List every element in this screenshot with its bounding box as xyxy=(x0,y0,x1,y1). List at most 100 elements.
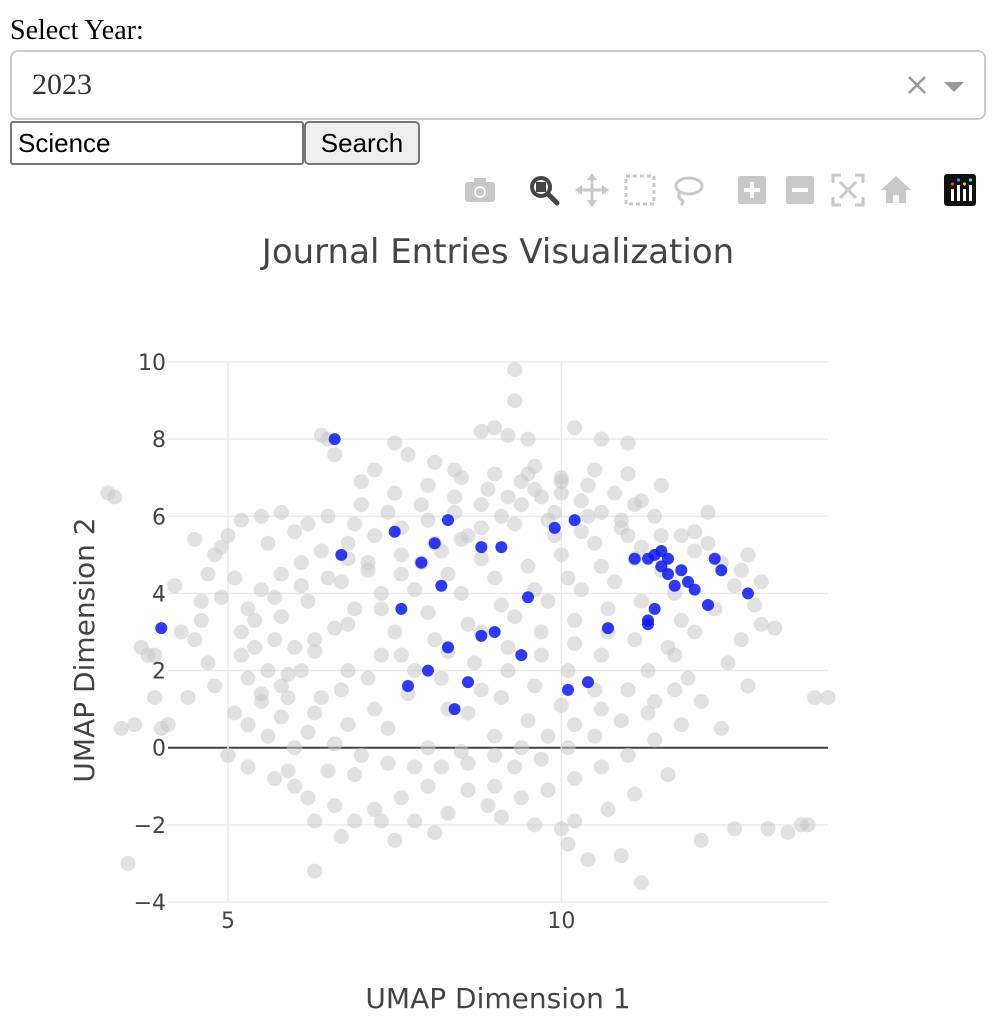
data-point[interactable] xyxy=(300,724,316,740)
data-point[interactable] xyxy=(607,485,623,501)
data-point[interactable] xyxy=(200,655,216,671)
data-point[interactable] xyxy=(520,558,536,574)
data-point[interactable] xyxy=(693,832,709,848)
data-point[interactable] xyxy=(580,508,596,524)
pan-icon[interactable] xyxy=(574,172,610,208)
data-point[interactable] xyxy=(553,547,569,563)
data-point[interactable] xyxy=(340,663,356,679)
data-point[interactable] xyxy=(513,790,529,806)
data-point[interactable] xyxy=(347,516,363,532)
data-point[interactable] xyxy=(540,728,556,744)
data-point[interactable] xyxy=(340,616,356,632)
data-point[interactable] xyxy=(147,647,163,663)
data-point[interactable] xyxy=(713,720,729,736)
data-point[interactable] xyxy=(207,678,223,694)
data-point[interactable] xyxy=(213,589,229,605)
data-point[interactable] xyxy=(427,632,443,648)
data-point[interactable] xyxy=(227,705,243,721)
highlight-data-point[interactable] xyxy=(422,664,434,677)
year-dropdown[interactable]: 2023 xyxy=(10,50,986,120)
data-point[interactable] xyxy=(347,767,363,783)
data-point[interactable] xyxy=(187,632,203,648)
highlight-data-point[interactable] xyxy=(155,622,168,635)
data-point[interactable] xyxy=(593,759,609,775)
highlight-data-point[interactable] xyxy=(668,579,681,592)
data-point[interactable] xyxy=(327,798,343,814)
data-point[interactable] xyxy=(447,489,463,505)
highlight-data-point[interactable] xyxy=(568,514,581,527)
data-point[interactable] xyxy=(233,512,249,528)
data-point[interactable] xyxy=(300,593,316,609)
data-point[interactable] xyxy=(580,852,596,868)
data-point[interactable] xyxy=(433,670,449,686)
data-point[interactable] xyxy=(573,524,589,540)
data-point[interactable] xyxy=(393,790,409,806)
data-point[interactable] xyxy=(727,821,743,837)
data-point[interactable] xyxy=(367,701,383,717)
data-point[interactable] xyxy=(393,547,409,563)
data-point[interactable] xyxy=(473,682,489,698)
data-point[interactable] xyxy=(460,528,476,544)
data-point[interactable] xyxy=(593,647,609,663)
data-point[interactable] xyxy=(287,778,303,794)
highlight-data-point[interactable] xyxy=(688,583,701,596)
data-point[interactable] xyxy=(553,470,569,486)
data-point[interactable] xyxy=(693,693,709,709)
data-point[interactable] xyxy=(173,624,189,640)
highlight-data-point[interactable] xyxy=(462,676,474,689)
data-point[interactable] xyxy=(587,462,603,478)
data-point[interactable] xyxy=(607,574,623,590)
data-point[interactable] xyxy=(500,663,516,679)
data-point[interactable] xyxy=(487,778,503,794)
data-point[interactable] xyxy=(673,528,689,544)
data-point[interactable] xyxy=(253,508,269,524)
data-point[interactable] xyxy=(613,512,629,528)
data-point[interactable] xyxy=(327,447,343,463)
data-point[interactable] xyxy=(393,647,409,663)
data-point[interactable] xyxy=(287,740,303,756)
data-point[interactable] xyxy=(367,801,383,817)
data-point[interactable] xyxy=(260,535,276,551)
data-point[interactable] xyxy=(660,767,676,783)
data-point[interactable] xyxy=(427,454,443,470)
data-point[interactable] xyxy=(307,705,323,721)
data-point[interactable] xyxy=(353,747,369,763)
lasso-select-icon[interactable] xyxy=(670,172,706,208)
data-point[interactable] xyxy=(407,663,423,679)
data-point[interactable] xyxy=(273,709,289,725)
data-point[interactable] xyxy=(440,566,456,582)
data-point[interactable] xyxy=(267,632,283,648)
highlight-data-point[interactable] xyxy=(475,541,488,554)
data-point[interactable] xyxy=(320,763,336,779)
data-point[interactable] xyxy=(287,639,303,655)
data-point[interactable] xyxy=(553,697,569,713)
data-point[interactable] xyxy=(520,713,536,729)
data-point[interactable] xyxy=(560,836,576,852)
data-point[interactable] xyxy=(667,682,683,698)
highlight-data-point[interactable] xyxy=(548,521,561,534)
data-point[interactable] xyxy=(160,717,176,733)
data-point[interactable] xyxy=(493,690,509,706)
data-point[interactable] xyxy=(273,566,289,582)
data-point[interactable] xyxy=(633,875,649,891)
highlight-data-point[interactable] xyxy=(742,587,754,600)
data-point[interactable] xyxy=(620,747,636,763)
zoom-in-icon[interactable] xyxy=(734,172,770,208)
highlight-data-point[interactable] xyxy=(428,537,441,550)
reset-axes-icon[interactable] xyxy=(878,172,914,208)
data-point[interactable] xyxy=(387,624,403,640)
highlight-data-point[interactable] xyxy=(708,552,721,565)
data-point[interactable] xyxy=(553,821,569,837)
data-point[interactable] xyxy=(240,601,256,617)
data-point[interactable] xyxy=(780,825,796,841)
highlight-data-point[interactable] xyxy=(648,602,661,615)
data-point[interactable] xyxy=(347,601,363,617)
data-point[interactable] xyxy=(327,620,343,636)
data-point[interactable] xyxy=(533,751,549,767)
data-point[interactable] xyxy=(493,597,509,613)
data-point[interactable] xyxy=(387,485,403,501)
data-point[interactable] xyxy=(620,466,636,482)
data-point[interactable] xyxy=(227,570,243,586)
data-point[interactable] xyxy=(407,813,423,829)
data-point[interactable] xyxy=(273,609,289,625)
